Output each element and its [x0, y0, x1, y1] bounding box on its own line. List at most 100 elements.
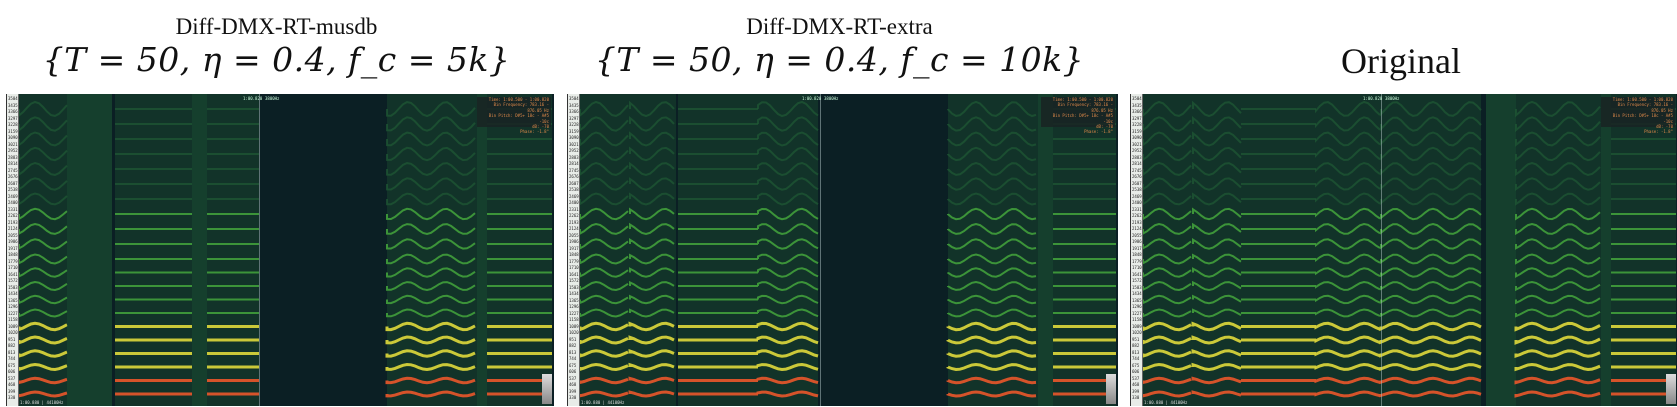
frequency-tick: 2400: [1132, 200, 1142, 206]
info-box: Time: 1:00.500 - 1:00.820 Bin Frequency:…: [1601, 97, 1675, 134]
frequency-tick: 2193: [569, 219, 579, 225]
frequency-tick: 1434: [569, 291, 579, 297]
info-line: Bin Frequency: 783.16 - 876.05 Hz: [1057, 102, 1113, 113]
frequency-tick: 1296: [569, 304, 579, 310]
frequency-tick: 2193: [8, 219, 18, 225]
frequency-tick: 1434: [1132, 291, 1142, 297]
frequency-tick: 2538: [569, 187, 579, 193]
spectrogram[interactable]: 3504 3435 3366 3297 3228 3159 3090 3021 2952 2883…: [1130, 94, 1677, 406]
playhead-cursor[interactable]: [1381, 94, 1382, 406]
frequency-tick: 1848: [1132, 252, 1142, 258]
frequency-tick: 1641: [8, 271, 18, 277]
frequency-tick: 2124: [1132, 226, 1142, 232]
panel-title: Diff-DMX-RT-extra: [746, 14, 933, 39]
playhead-cursor[interactable]: [259, 94, 260, 406]
frequency-tick: 330: [8, 395, 16, 401]
info-box: Time: 1:00.500 - 1:00.820 Bin Frequency:…: [477, 97, 551, 134]
info-box: Time: 1:00.500 - 1:00.820 Bin Frequency:…: [1041, 97, 1115, 134]
frequency-tick: 1227: [1132, 310, 1142, 316]
frequency-tick: 2952: [8, 148, 18, 154]
frequency-tick: 1296: [1132, 304, 1142, 310]
frequency-tick: 2607: [569, 180, 579, 186]
frequency-tick: 468: [569, 382, 577, 388]
frequency-tick: 2331: [1132, 206, 1142, 212]
frequency-tick: 2607: [8, 180, 18, 186]
frequency-tick: 1641: [569, 271, 579, 277]
frequency-tick: 1641: [1132, 271, 1142, 277]
info-line: Bin Pitch: D#5+ 18c - A#5 -10c: [488, 113, 549, 124]
bottom-readout: 1:00.880 | 44100Hz: [581, 400, 625, 405]
level-scale[interactable]: [1106, 374, 1116, 404]
frequency-tick: 330: [569, 395, 577, 401]
frequency-tick: 3504: [569, 96, 579, 101]
frequency-tick: 606: [569, 369, 577, 375]
info-line: Bin Pitch: D#5+ 18c - A#5 -10c: [1612, 113, 1673, 124]
frequency-tick: 1572: [1132, 278, 1142, 284]
frequency-tick: 2193: [1132, 219, 1142, 225]
frequency-tick: 468: [1132, 382, 1140, 388]
frequency-tick: 1089: [1132, 323, 1142, 329]
level-scale[interactable]: [542, 374, 552, 404]
frequency-tick: 744: [1132, 356, 1140, 362]
frequency-tick: 744: [569, 356, 577, 362]
frequency-tick: 2055: [569, 232, 579, 238]
bottom-readout: 1:00.880 | 44100Hz: [20, 400, 64, 405]
spectrogram[interactable]: 3504 3435 3366 3297 3228 3159 3090 3021 2952 2883…: [567, 94, 1118, 406]
frequency-tick: 2883: [569, 154, 579, 160]
frequency-tick: 882: [8, 343, 16, 349]
frequency-tick: 882: [1132, 343, 1140, 349]
frequency-tick: 3435: [569, 102, 579, 108]
spectrogram-image: [568, 94, 1118, 406]
frequency-tick: 2469: [569, 193, 579, 199]
frequency-tick: 2952: [569, 148, 579, 154]
playhead-cursor[interactable]: [820, 94, 821, 406]
frequency-tick: 1365: [8, 297, 18, 303]
frequency-tick: 399: [1132, 388, 1140, 394]
frequency-tick: 1296: [8, 304, 18, 310]
frequency-tick: 813: [8, 349, 16, 355]
frequency-tick: 2055: [1132, 232, 1142, 238]
frequency-tick: 1917: [1132, 245, 1142, 251]
frequency-tick: 1572: [8, 278, 18, 284]
frequency-tick: 951: [8, 336, 16, 342]
frequency-tick: 3090: [1132, 135, 1142, 141]
frequency-tick: 1158: [8, 317, 18, 323]
frequency-tick: 2262: [1132, 213, 1142, 219]
frequency-tick: 2124: [569, 226, 579, 232]
frequency-tick: 675: [569, 362, 577, 368]
frequency-tick: 2883: [1132, 154, 1142, 160]
frequency-tick: 951: [569, 336, 577, 342]
panel-params: {T = 50, η = 0.4, f_c = 5k}: [42, 40, 511, 79]
frequency-tick: 3021: [569, 141, 579, 147]
frequency-tick: 2745: [569, 167, 579, 173]
frequency-tick: 3159: [569, 128, 579, 134]
panel-title: Diff-DMX-RT-musdb: [175, 14, 378, 39]
frequency-tick: 1986: [1132, 239, 1142, 245]
level-scale[interactable]: [1666, 374, 1676, 404]
frequency-tick: 2262: [8, 213, 18, 219]
frequency-tick: 2469: [8, 193, 18, 199]
frequency-tick: 1917: [8, 245, 18, 251]
frequency-tick: 3228: [8, 122, 18, 128]
top-freq-readout: 3800Hz: [265, 96, 280, 101]
info-line: Time: 1:00.500 - 1:00.820: [488, 97, 549, 102]
frequency-tick: 3021: [8, 141, 18, 147]
frequency-tick: 2814: [1132, 161, 1142, 167]
spectrogram[interactable]: 3504 3435 3366 3297 3228 3159 3090 3021 2952 2883…: [6, 94, 554, 406]
frequency-tick: 3021: [1132, 141, 1142, 147]
frequency-tick: 744: [8, 356, 16, 362]
frequency-tick: 399: [8, 388, 16, 394]
frequency-tick: 606: [1132, 369, 1140, 375]
frequency-tick: 3159: [1132, 128, 1142, 134]
panel-musdb: Diff-DMX-RT-musdb {T = 50, η = 0.4, f_c …: [0, 0, 554, 407]
frequency-tick: 2400: [569, 200, 579, 206]
frequency-tick: 3435: [1132, 102, 1142, 108]
frequency-tick: 2676: [1132, 174, 1142, 180]
info-line: Bin Frequency: 783.16 - 876.05 Hz: [493, 102, 549, 113]
frequency-tick: 3504: [8, 96, 18, 101]
frequency-tick: 1020: [1132, 330, 1142, 336]
frequency-axis: 3504 3435 3366 3297 3228 3159 3090 3021 2952 2883…: [568, 94, 580, 406]
frequency-tick: 2745: [1132, 167, 1142, 173]
frequency-tick: 1848: [569, 252, 579, 258]
frequency-tick: 2676: [569, 174, 579, 180]
